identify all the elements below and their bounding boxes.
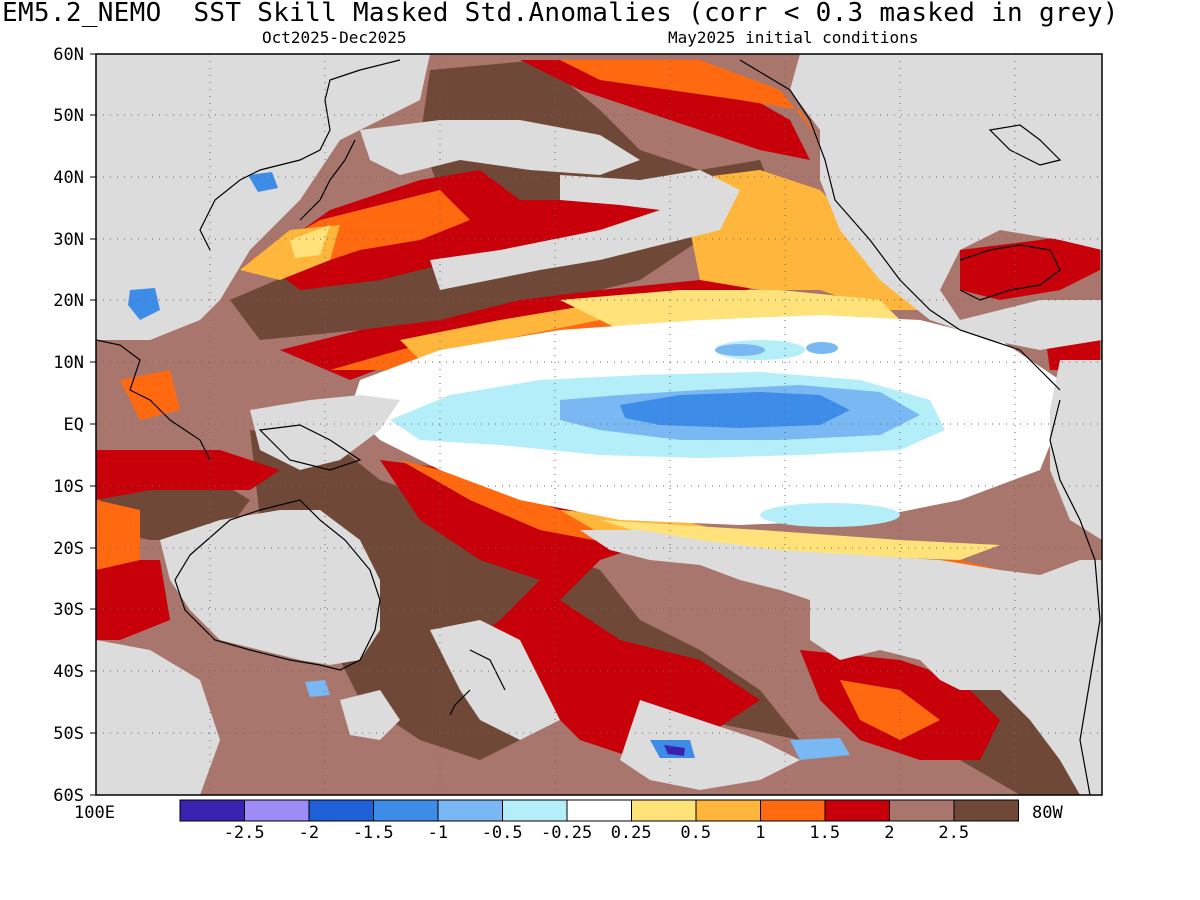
orange-band [96,500,140,570]
blue-blob [248,172,278,192]
masked-region [96,54,430,340]
light-blue-region [806,342,838,354]
new-zealand-coastline [449,649,506,716]
light-blue-region [715,344,765,356]
lat-label: 50N [53,106,84,126]
lat-label: 10S [53,477,84,497]
colorbar-tick-label: 0.5 [680,823,712,843]
light-cyan-region [760,503,900,527]
lat-label: 60N [53,45,84,65]
initial-conditions-label: May2025 initial conditions [668,28,919,47]
colorbar-swatch [889,799,955,822]
asia-coastline [96,59,401,461]
colorbar-tick-label: -1.5 [352,823,394,843]
south-america-coastline [1049,399,1101,795]
orange-band [560,60,820,140]
masked-region [430,170,740,290]
coastlines [96,59,1101,795]
colorbar-tick-label: 0.25 [610,823,652,843]
colorbar-swatch [631,799,697,822]
colorbar-tick-label: -2 [298,823,320,843]
lat-label: 10N [53,353,84,373]
blue-blob [790,738,850,760]
red-band [96,560,170,640]
pale-yellow-band [290,225,330,258]
lat-label: 20N [53,291,84,311]
new-guinea-coastline [258,424,362,471]
orange-band [840,680,940,740]
colorbar-swatch [566,799,632,822]
blue-blob [128,288,160,320]
masked-region [430,620,560,740]
north-america-coastline [739,59,1061,391]
colorbar-tick-label: -2.5 [223,823,265,843]
masked-region [160,510,380,665]
lat-label: 40N [53,168,84,188]
colorbar-swatch [695,799,761,822]
orange-band [120,370,180,420]
colorbar [179,799,1019,822]
great-lakes-outline [988,124,1062,166]
colorbar-tick-label: 2.5 [938,823,970,843]
lat-labels: 60N 50N 40N 30N 20N 10N EQ 10S 20S 30S 4… [53,45,84,806]
colorbar-swatch [373,799,439,822]
blue-blob [305,680,330,697]
lat-ticks [90,53,96,796]
masked-region [96,640,220,795]
lat-label: 60S [53,786,84,806]
masked-region [960,54,1102,110]
colorbar-tick-label: 2 [884,823,895,843]
red-band [960,230,1100,300]
colorbar-swatch [502,799,568,822]
map-field [96,54,1102,795]
masked-region [360,120,640,175]
strong-negative-blob [664,745,685,756]
light-orange-band [680,170,920,310]
forecast-period-label: Oct2025-Dec2025 [262,28,407,47]
colorbar-swatch [179,799,245,822]
red-band [96,450,280,500]
lat-label: 30S [53,600,84,620]
lat-label: 30N [53,230,84,250]
red-band [380,460,760,760]
colorbar-swatch [953,799,1019,822]
colorbar-tick-label: -1 [427,823,449,843]
colorbar-swatch [308,799,374,822]
masked-region [580,530,1102,795]
red-band [520,60,810,160]
blue-region [620,392,850,428]
masked-region [340,690,400,740]
colorbar-tick-label: 1 [755,823,766,843]
gulf-of-mexico-coastline [959,244,1061,301]
lat-label: 20S [53,539,84,559]
orange-band [400,460,640,545]
lon-label-right: 80W [1032,803,1063,823]
colorbar-tick-label: -0.25 [541,823,593,843]
japan-coastline [299,139,356,221]
lat-label: EQ [64,415,84,435]
chart-title: EM5.2_NEMO SST Skill Masked Std.Anomalie… [2,0,1119,28]
colorbar-swatch [244,799,310,822]
lon-label-left: 100E [74,803,115,823]
lat-label: 50S [53,724,84,744]
masked-region [620,700,800,790]
colorbar-swatch [824,799,890,822]
pale-yellow-band [600,520,1000,560]
colorbar-swatch [437,799,503,822]
colorbar-tick-label: -0.5 [481,823,523,843]
lat-label: 40S [53,662,84,682]
colorbar-swatch [760,799,826,822]
masked-region [1050,360,1102,540]
colorbar-tick-label: 1.5 [809,823,841,843]
